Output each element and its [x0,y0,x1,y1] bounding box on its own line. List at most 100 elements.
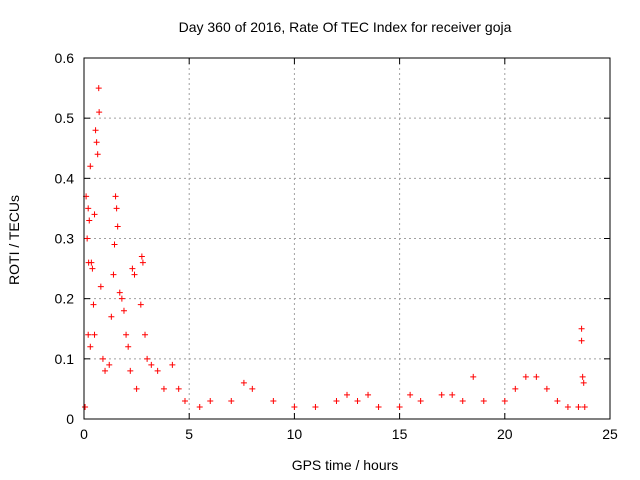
data-point [578,337,585,344]
data-point [91,331,98,338]
data-point [127,367,134,374]
data-point [137,301,144,308]
data-point [123,331,130,338]
data-point [102,367,109,374]
data-point [139,259,146,266]
x-tick-label: 10 [287,426,303,442]
ticks [83,57,611,420]
data-point [112,193,119,200]
data-point [116,289,123,296]
data-point [108,313,115,320]
data-point [175,385,182,392]
data-point [88,259,95,266]
data-point [554,397,561,404]
data-point [480,397,487,404]
data-point [512,385,519,392]
data-point [93,139,100,146]
data-point [470,373,477,380]
data-point [365,391,372,398]
data-point [543,385,550,392]
y-tick-label: 0 [66,411,74,427]
data-point [131,271,138,278]
data-point [91,211,98,218]
chart-title: Day 360 of 2016, Rate Of TEC Index for r… [179,19,512,35]
data-point [196,403,203,410]
x-tick-label: 20 [497,426,513,442]
x-tick-label: 5 [185,426,193,442]
data-point [86,217,93,224]
data-point [291,403,298,410]
data-point [118,295,125,302]
data-point [84,235,91,242]
x-axis-label: GPS time / hours [292,457,399,473]
data-point [522,373,529,380]
data-point [129,265,136,272]
data-point [564,403,571,410]
data-point [120,307,127,314]
data-point [344,391,350,398]
data-point [92,127,99,134]
grid [84,58,610,419]
data-point [95,85,102,92]
y-tick-label: 0.5 [55,110,75,126]
data-point [578,325,585,332]
data-point [207,397,214,404]
y-tick-label: 0.4 [55,170,75,186]
data-point [87,163,94,170]
y-tick-labels: 0 0.1 0.2 0.3 0.4 0.5 0.6 [55,50,75,427]
data-point [82,403,89,410]
data-point [575,403,582,410]
data-point [375,403,382,410]
data-point [312,403,319,410]
y-tick-label: 0.2 [55,291,75,307]
data-point [501,397,508,404]
data-point [169,361,176,368]
data-point [111,241,118,248]
x-tick-label: 0 [80,426,88,442]
data-point [354,397,361,404]
data-point [228,397,235,404]
data-point [110,271,117,278]
y-tick-label: 0.3 [55,231,75,247]
data-point [533,373,540,380]
data-point [142,331,149,338]
data-point [138,253,145,260]
data-point [580,379,587,386]
plot-frame [83,57,611,420]
data-point [85,205,92,212]
data-point [114,223,121,230]
data-point [85,331,92,338]
data-point [154,367,161,374]
y-tick-label: 0.6 [55,50,75,66]
y-axis-label: ROTI / TECUs [6,195,22,285]
data-point [160,385,167,392]
data-point [94,151,101,158]
data-point [249,385,256,392]
data-point [113,205,120,212]
data-point [396,403,403,410]
data-point [148,361,155,368]
data-point [417,397,424,404]
y-tick-label: 0.1 [55,351,75,367]
data-points [82,85,588,410]
data-point [407,391,414,398]
data-point [459,397,466,404]
data-point [125,343,132,350]
data-point [333,397,340,404]
data-point [581,403,588,410]
data-point [270,397,277,404]
data-point [240,379,247,386]
data-point [99,355,106,362]
data-point [89,265,96,272]
x-tick-label: 25 [602,426,618,442]
data-point [106,361,113,368]
x-tick-label: 15 [392,426,408,442]
data-point [181,397,188,404]
data-point [449,391,456,398]
data-point [87,343,94,350]
data-point [90,301,97,308]
data-point [144,355,151,362]
data-point [438,391,445,398]
data-point [133,385,140,392]
